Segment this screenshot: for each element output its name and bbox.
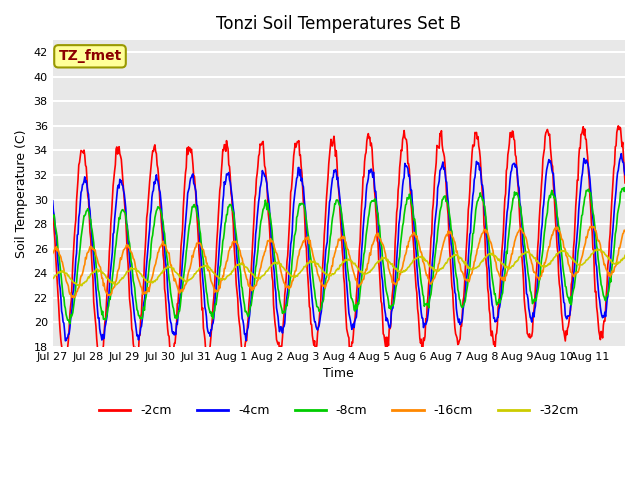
Title: Tonzi Soil Temperatures Set B: Tonzi Soil Temperatures Set B (216, 15, 461, 33)
Y-axis label: Soil Temperature (C): Soil Temperature (C) (15, 129, 28, 258)
Text: TZ_fmet: TZ_fmet (58, 49, 122, 63)
Legend: -2cm, -4cm, -8cm, -16cm, -32cm: -2cm, -4cm, -8cm, -16cm, -32cm (94, 399, 584, 422)
X-axis label: Time: Time (323, 367, 354, 380)
